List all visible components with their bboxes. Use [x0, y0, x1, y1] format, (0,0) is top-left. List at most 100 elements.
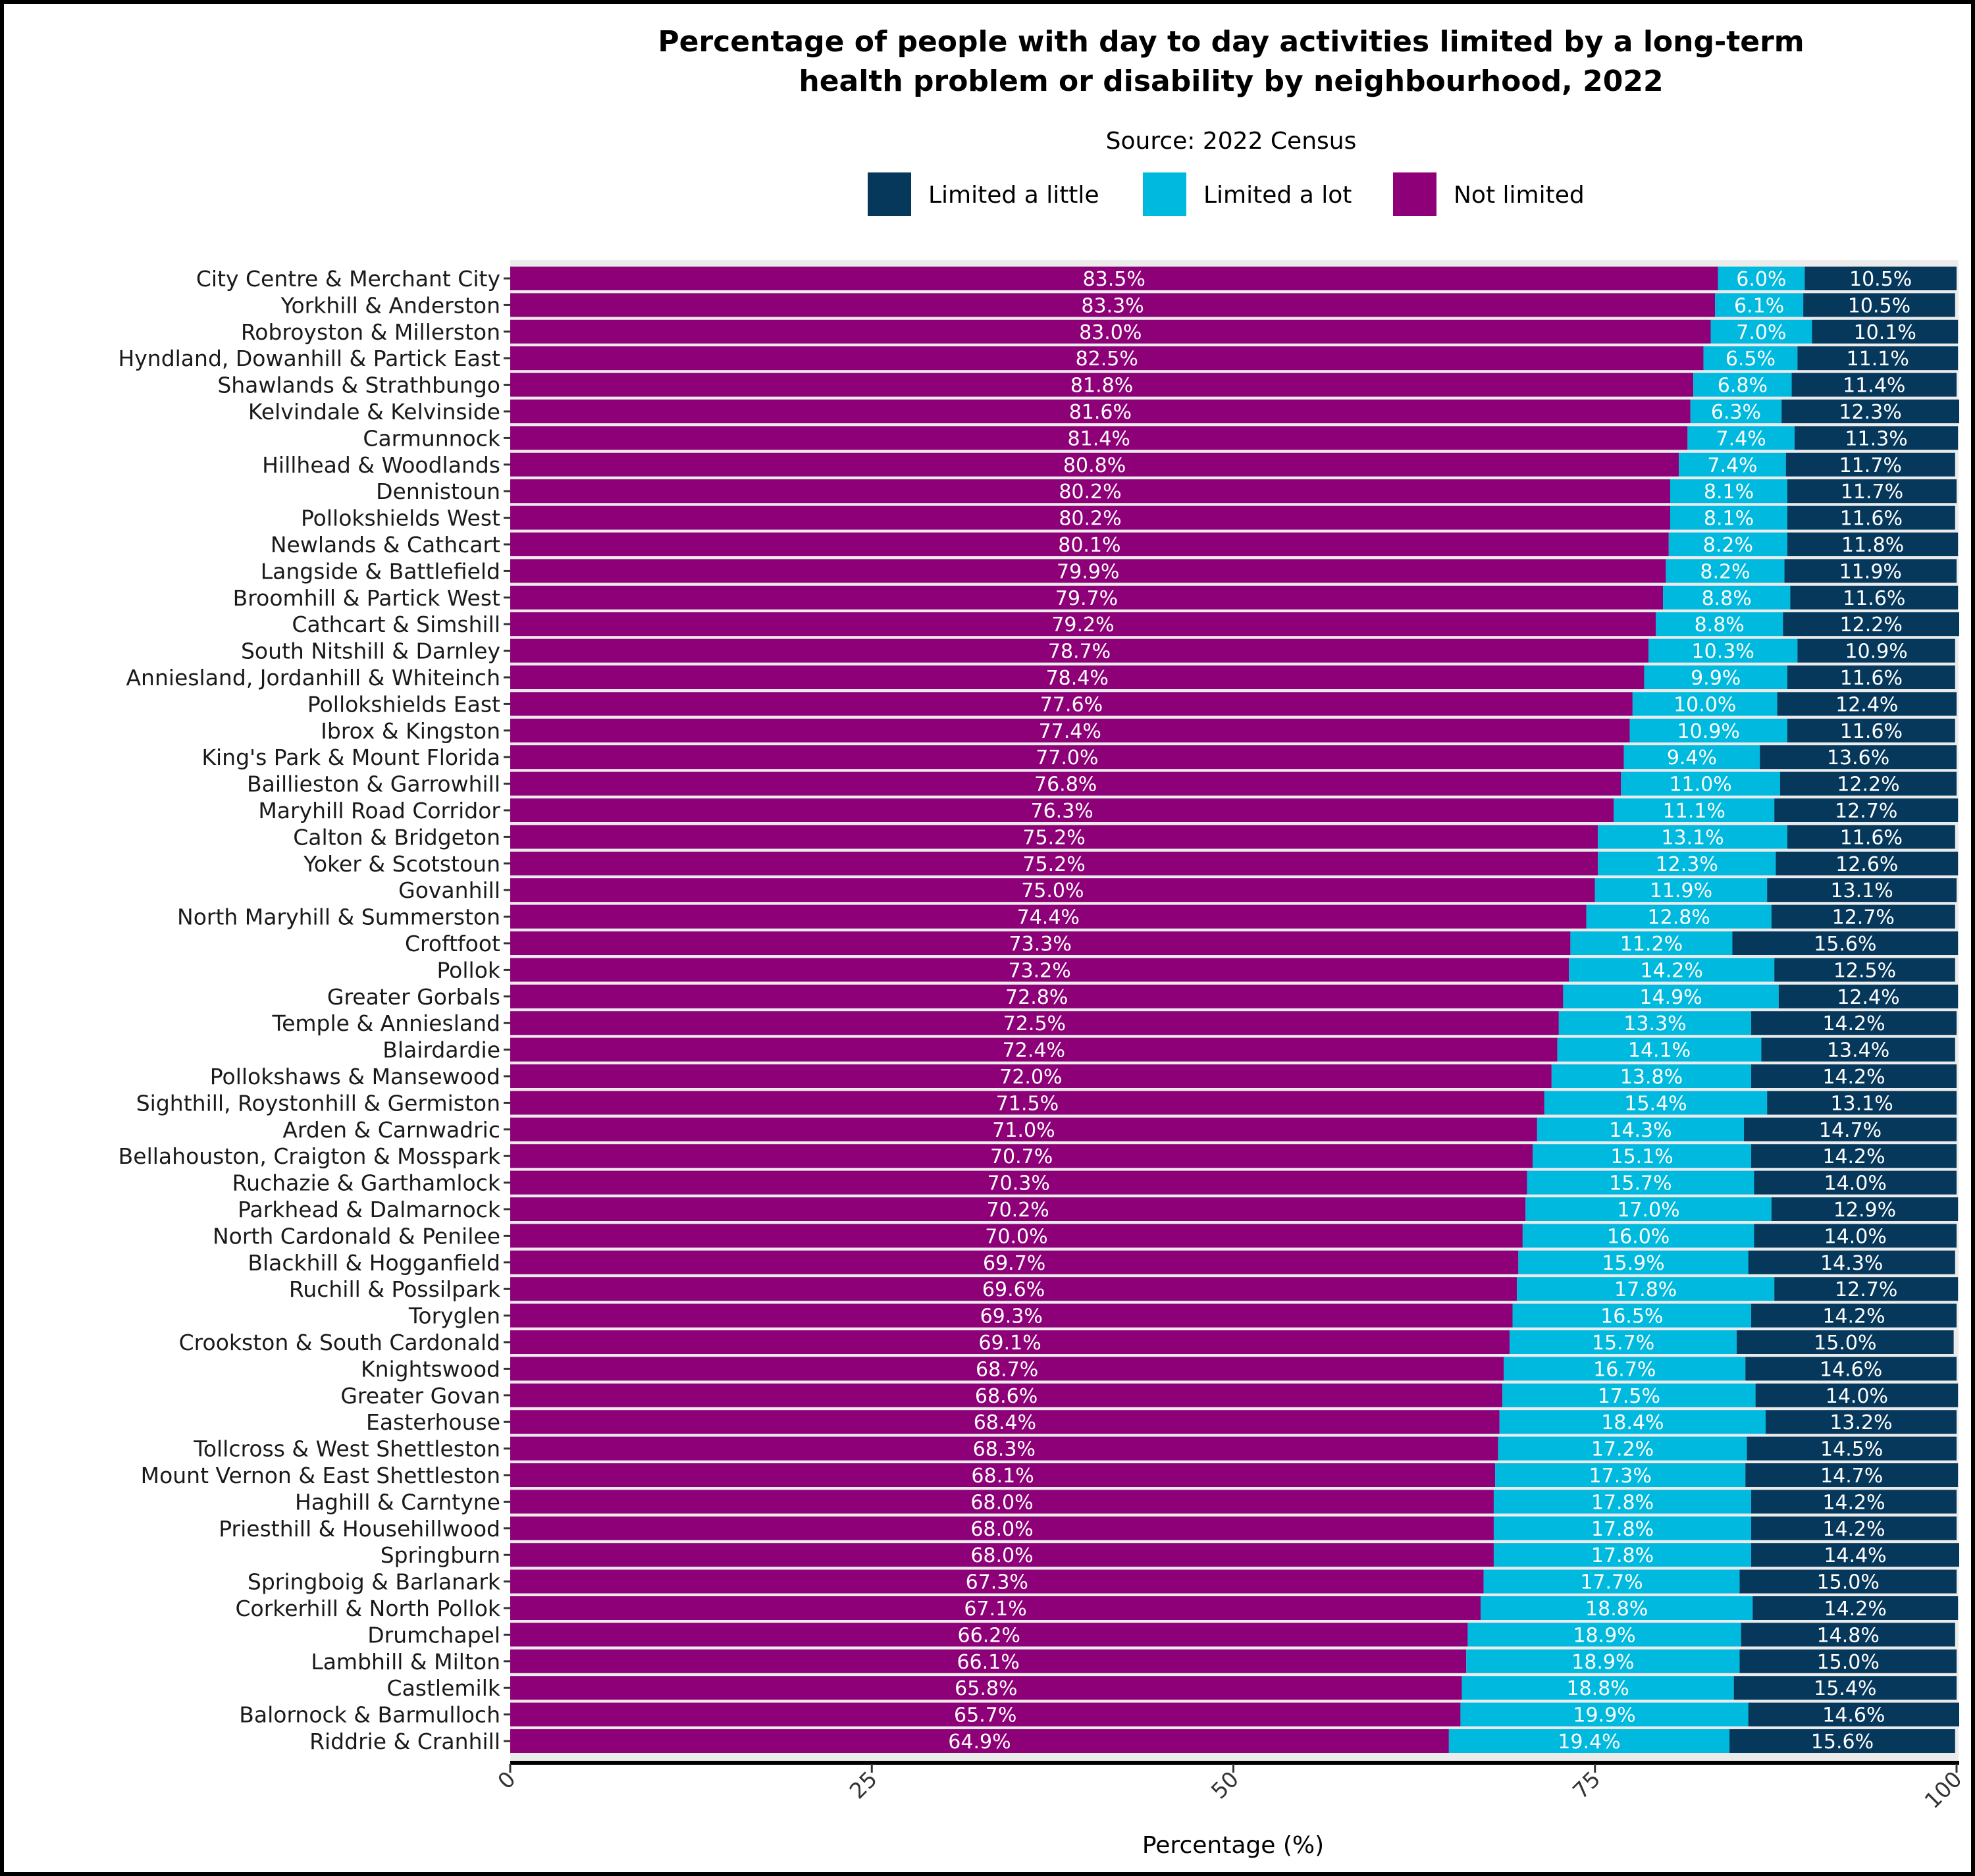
data-label-limited-a-little: 14.7%: [1819, 1119, 1882, 1142]
chart-subtitle: Source: 2022 Census: [1106, 128, 1357, 155]
bar-segment-limited-a-little: [1765, 1410, 1957, 1434]
data-label-limited-a-lot: 17.7%: [1580, 1571, 1643, 1594]
category-label: Parkhead & Dalmarnock: [238, 1197, 501, 1222]
bar-row: 81.6% 6.3% 12.3%: [510, 400, 1959, 424]
category-label: Lambhill & Milton: [311, 1649, 500, 1675]
category-label: North Cardonald & Penilee: [213, 1223, 500, 1249]
category-label: Pollokshields West: [301, 506, 500, 531]
data-label-limited-a-lot: 8.1%: [1704, 508, 1754, 531]
bar-row: 72.5% 13.3% 14.2%: [510, 1011, 1957, 1035]
bar-segment-not-limited: [510, 293, 1716, 317]
bar-segment-limited-a-little: [1771, 904, 1955, 929]
data-label-limited-a-lot: 18.9%: [1571, 1651, 1634, 1674]
bar-segment-limited-a-little: [1779, 771, 1957, 796]
data-label-limited-a-lot: 17.0%: [1617, 1199, 1679, 1222]
bar-segment-limited-a-lot: [1510, 1330, 1737, 1354]
data-label-limited-a-little: 12.6%: [1835, 853, 1898, 876]
data-label-not-limited: 75.2%: [1022, 826, 1085, 849]
data-label-limited-a-lot: 7.0%: [1736, 321, 1786, 344]
data-label-not-limited: 69.7%: [983, 1252, 1045, 1275]
category-label: North Maryhill & Summerston: [177, 904, 500, 930]
category-label: South Nitshill & Darnley: [241, 638, 500, 664]
category-label: Arden & Carnwadric: [282, 1117, 500, 1143]
bar-segment-limited-a-little: [1777, 692, 1957, 716]
bar-row: 68.6% 17.5% 14.0%: [510, 1383, 1959, 1408]
data-label-limited-a-lot: 15.1%: [1610, 1145, 1673, 1168]
bar-segment-not-limited: [510, 745, 1624, 769]
category-label: Springboig & Barlanark: [248, 1569, 501, 1595]
data-label-limited-a-lot: 12.8%: [1648, 906, 1710, 929]
data-label-not-limited: 68.6%: [975, 1385, 1038, 1408]
data-label-limited-a-little: 10.1%: [1854, 321, 1916, 344]
bar-segment-limited-a-little: [1787, 506, 1955, 530]
bar-segment-limited-a-lot: [1570, 931, 1733, 955]
bar-segment-not-limited: [510, 1410, 1500, 1434]
data-label-limited-a-lot: 6.0%: [1736, 268, 1786, 291]
data-label-limited-a-lot: 10.3%: [1692, 640, 1754, 664]
bar-row: 72.0% 13.8% 14.2%: [510, 1064, 1957, 1089]
bar-segment-limited-a-little: [1739, 1649, 1957, 1673]
category-label: Haghill & Carntyne: [295, 1489, 500, 1515]
bar-segment-not-limited: [510, 559, 1666, 583]
data-label-limited-a-little: 11.9%: [1839, 560, 1902, 583]
category-label: Sighthill, Roystonhill & Germiston: [136, 1090, 500, 1116]
bar-segment-limited-a-lot: [1710, 319, 1812, 344]
data-label-limited-a-little: 14.5%: [1820, 1438, 1883, 1461]
data-label-limited-a-little: 11.6%: [1840, 720, 1903, 743]
bar-segment-limited-a-lot: [1703, 346, 1798, 371]
bar-segment-not-limited: [510, 692, 1633, 716]
data-label-not-limited: 79.9%: [1057, 560, 1119, 583]
bar-row: 73.3% 11.2% 15.6%: [510, 931, 1959, 956]
data-label-not-limited: 72.8%: [1005, 986, 1068, 1009]
category-label: Balornock & Barmulloch: [239, 1702, 500, 1728]
bar-segment-limited-a-little: [1767, 878, 1957, 902]
category-label: Hillhead & Woodlands: [262, 452, 500, 478]
data-label-limited-a-little: 11.3%: [1845, 427, 1907, 450]
bar-segment-limited-a-lot: [1715, 293, 1804, 317]
category-label: Priesthill & Househillwood: [219, 1516, 500, 1542]
data-label-not-limited: 75.0%: [1021, 879, 1084, 902]
bar-segment-limited-a-little: [1751, 1064, 1957, 1088]
data-label-not-limited: 68.0%: [970, 1544, 1033, 1567]
bar-segment-not-limited: [510, 1729, 1449, 1753]
data-label-limited-a-lot: 18.8%: [1585, 1598, 1648, 1621]
bar-segment-limited-a-little: [1774, 798, 1959, 822]
bar-row: 80.1% 8.2% 11.8%: [510, 533, 1959, 557]
bar-segment-not-limited: [510, 984, 1564, 1008]
bar-segment-limited-a-lot: [1467, 1623, 1741, 1647]
data-label-limited-a-lot: 10.0%: [1673, 693, 1736, 716]
category-label: Carmunnock: [363, 425, 500, 451]
category-label: Crookston & South Cardonald: [179, 1330, 500, 1355]
data-label-limited-a-little: 11.4%: [1843, 375, 1905, 398]
bar-segment-limited-a-lot: [1466, 1649, 1740, 1673]
bar-segment-not-limited: [510, 1357, 1504, 1381]
bar-segment-limited-a-little: [1737, 1330, 1954, 1354]
data-label-not-limited: 68.3%: [973, 1438, 1036, 1461]
data-label-limited-a-little: 11.7%: [1841, 481, 1903, 504]
data-label-not-limited: 68.7%: [976, 1358, 1038, 1381]
legend-label: Not limited: [1454, 182, 1585, 209]
bar-segment-limited-a-lot: [1512, 1303, 1752, 1328]
bar-segment-limited-a-little: [1732, 931, 1959, 955]
data-label-limited-a-little: 14.0%: [1826, 1385, 1888, 1408]
data-label-not-limited: 80.8%: [1063, 454, 1126, 477]
data-label-not-limited: 74.4%: [1017, 906, 1080, 929]
data-label-limited-a-lot: 19.4%: [1558, 1731, 1620, 1754]
bar-row: 66.2% 18.9% 14.8%: [510, 1623, 1955, 1647]
bar-segment-limited-a-little: [1744, 1117, 1957, 1141]
bar-segment-not-limited: [510, 1144, 1533, 1168]
legend-swatch: [1393, 172, 1436, 216]
category-label: Hyndland, Dowanhill & Partick East: [118, 346, 500, 371]
bar-segment-not-limited: [510, 1702, 1461, 1727]
bar-segment-limited-a-little: [1797, 638, 1955, 663]
bar-segment-not-limited: [510, 400, 1691, 423]
bar-segment-limited-a-little: [1767, 1091, 1957, 1115]
data-label-limited-a-lot: 13.3%: [1623, 1012, 1686, 1035]
bar-segment-limited-a-little: [1751, 1516, 1957, 1540]
bar-segment-not-limited: [510, 1676, 1462, 1700]
data-label-limited-a-little: 15.6%: [1811, 1731, 1874, 1754]
bar-segment-limited-a-little: [1787, 665, 1955, 689]
bar-segment-not-limited: [510, 1623, 1468, 1647]
bar-row: 70.3% 15.7% 14.0%: [510, 1170, 1957, 1195]
category-label: Corkerhill & North Pollok: [236, 1596, 501, 1621]
